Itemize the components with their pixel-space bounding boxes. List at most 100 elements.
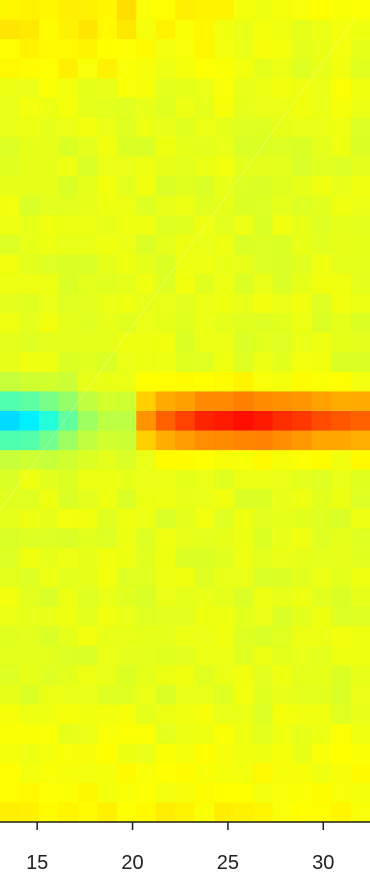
heatmap-cell [19,137,40,158]
heatmap-cell [77,391,98,412]
heatmap-cell [155,645,176,667]
heatmap-cell [331,117,352,138]
heatmap-cell [175,802,196,823]
heatmap-cell [350,156,370,177]
heatmap-cell [350,234,370,256]
heatmap-cell [0,58,21,79]
heatmap-cell [116,234,137,256]
heatmap-cell [155,371,176,393]
heatmap-cell [97,489,118,510]
heatmap-cell [272,685,293,706]
heatmap-cell [0,567,21,588]
heatmap-cell [38,234,60,256]
heatmap-cell [116,802,137,823]
heatmap-cell [77,469,98,490]
heatmap-cell [233,293,254,314]
heatmap-cell [331,352,352,373]
heatmap-cell [331,195,352,216]
heatmap-cell [311,548,332,569]
heatmap-cell [214,215,235,236]
heatmap-cell [38,332,60,353]
heatmap-cell [175,685,196,706]
heatmap-cell [214,234,235,256]
heatmap-cell [175,97,196,119]
heatmap-cell [311,489,332,510]
heatmap-cell [19,234,40,256]
heatmap-cell [155,626,176,647]
heatmap-cell [214,802,235,823]
heatmap-cell [97,39,118,60]
heatmap-cell [350,724,370,745]
heatmap-cell [175,626,196,647]
heatmap-cell [233,117,254,138]
heatmap-cell [19,665,40,686]
heatmap-cell [116,587,137,608]
heatmap-cell [155,39,176,60]
heatmap-cell [116,156,137,177]
heatmap-cell [194,704,215,725]
heatmap-cell [233,371,254,393]
heatmap-cell [331,450,352,471]
heatmap-cell [194,58,215,79]
heatmap-cell [175,489,196,510]
heatmap-cell [77,332,98,353]
heatmap-cell [0,156,21,177]
heatmap-cell [331,508,352,530]
heatmap-cell [155,469,176,490]
heatmap-cell [272,508,293,530]
heatmap-cell [311,802,332,823]
faint-diagonal-line [0,17,356,511]
heatmap-cell [272,293,293,314]
heatmap-cell [175,587,196,608]
heatmap-cell [175,665,196,686]
heatmap-cell [0,195,21,216]
heatmap-cell [19,606,40,627]
heatmap-cell [350,293,370,314]
heatmap-cell [292,489,313,510]
heatmap-cell [77,176,98,197]
x-tick-label: 25 [217,852,239,874]
heatmap-cell [175,176,196,197]
heatmap-cell [175,117,196,138]
heatmap-cell [253,274,274,295]
heatmap-cell [136,567,157,588]
heatmap-cell [331,685,352,706]
heatmap-cell [97,156,118,177]
heatmap-cell [136,215,157,236]
heatmap-cell [253,469,274,490]
heatmap-cell [19,58,40,79]
heatmap-cell [350,802,370,823]
heatmap-cell [136,782,157,804]
heatmap-cell [155,332,176,353]
heatmap-cell [272,645,293,667]
heatmap-cell [97,215,118,236]
heatmap-cell [194,254,215,275]
heatmap-cell [233,548,254,569]
heatmap-cell [311,508,332,530]
heatmap-cell [97,352,118,373]
heatmap-cell [175,450,196,471]
heatmap-cell [272,626,293,647]
heatmap-cell [292,39,313,60]
heatmap-cell [38,78,60,99]
heatmap-cell [194,528,215,549]
heatmap-cell [272,195,293,216]
heatmap-cell [350,58,370,79]
heatmap-cell [331,782,352,804]
heatmap-cell [136,371,157,393]
heatmap-cell [311,254,332,275]
heatmap-cell [116,176,137,197]
heatmap-cell [214,665,235,686]
heatmap-cell [58,215,79,236]
heatmap-cell [155,548,176,569]
heatmap-cell [194,332,215,353]
heatmap-cell [292,215,313,236]
heatmap-cell [253,97,274,119]
heatmap-cell [19,274,40,295]
heatmap-cell [311,195,332,216]
heatmap-cell [350,371,370,393]
heatmap-cell [155,215,176,236]
heatmap-cell [0,293,21,314]
heatmap-cell [136,528,157,549]
heatmap-cell [292,626,313,647]
